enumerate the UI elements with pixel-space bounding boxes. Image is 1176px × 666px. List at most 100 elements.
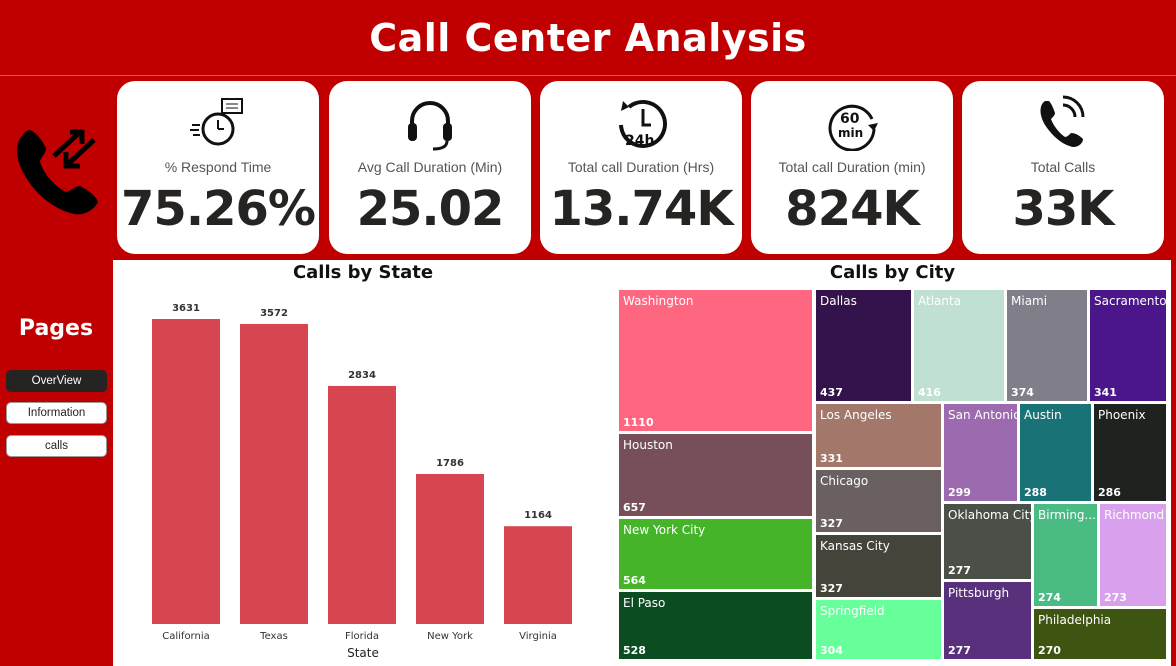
tile-value: 374: [1011, 386, 1034, 399]
kpi-card-total-duration-hrs: 24h Total call Duration (Hrs) 13.74K: [540, 81, 742, 254]
x-tick-label: Virginia: [519, 631, 557, 642]
x-tick-label: Florida: [345, 631, 379, 642]
headset-icon: [408, 101, 452, 151]
tile-value: 273: [1104, 591, 1127, 604]
tile-label: Atlanta: [918, 294, 962, 308]
bar-data-label: 1164: [524, 510, 552, 521]
kpi-label: Total Calls: [1030, 159, 1096, 175]
bar-texas[interactable]: [240, 323, 308, 624]
treemap-tile-austin[interactable]: Austin 288: [1019, 403, 1092, 502]
tile-value: 277: [948, 564, 971, 577]
pages-title: Pages: [18, 316, 94, 341]
nav-calls-button[interactable]: calls: [6, 435, 107, 457]
treemap-tile-dallas[interactable]: Dallas 437: [815, 289, 912, 402]
24h-clock-icon: 24h: [619, 99, 667, 149]
kpi-card-respond-time: % Respond Time 75.26%: [117, 81, 319, 254]
treemap-tile-sacramento[interactable]: Sacramento 341: [1089, 289, 1167, 402]
kpi-label: Total call Duration (Hrs): [567, 159, 715, 175]
kpi-label: Avg Call Duration (Min): [357, 159, 503, 175]
svg-text:min: min: [838, 126, 863, 140]
tile-label: Richmond: [1104, 508, 1165, 522]
bar-chart-title: Calls by State: [292, 262, 434, 283]
bar-data-label: 1786: [436, 458, 464, 469]
tile-value: 304: [820, 644, 843, 657]
treemap-tile-miami[interactable]: Miami 374: [1006, 289, 1088, 402]
tile-value: 288: [1024, 486, 1047, 499]
tile-label: Phoenix: [1098, 408, 1146, 422]
svg-text:60: 60: [840, 111, 860, 127]
tile-value: 564: [623, 574, 646, 587]
tile-value: 657: [623, 501, 646, 514]
page-title: Call Center Analysis: [369, 15, 807, 60]
treemap-tile-kansas-city[interactable]: Kansas City 327: [815, 534, 942, 598]
tile-label: Los Angeles: [820, 408, 892, 422]
tile-label: San Antonio: [948, 408, 1018, 422]
stopwatch-icon: [190, 98, 243, 146]
tile-value: 1110: [623, 416, 654, 429]
bar-data-label: 2834: [348, 370, 376, 381]
x-axis-label: State: [347, 646, 379, 660]
kpi-label: % Respond Time: [164, 159, 272, 175]
tile-label: Philadelphia: [1038, 613, 1112, 627]
kpi-value: 13.74K: [549, 181, 733, 237]
treemap-tile-los-angeles[interactable]: Los Angeles 331: [815, 403, 942, 468]
header: Call Center Analysis: [0, 0, 1176, 76]
tile-label: Springfield: [820, 604, 885, 618]
treemap-tile-washington[interactable]: Washington 1110: [618, 289, 813, 432]
treemap-tile-philadelphia[interactable]: Philadelphia 270: [1033, 608, 1167, 660]
tile-value: 274: [1038, 591, 1061, 604]
tile-label: Kansas City: [820, 539, 890, 553]
treemap-tile-phoenix[interactable]: Phoenix 286: [1093, 403, 1167, 502]
phone-ringing-icon: [1040, 95, 1085, 147]
treemap-tile-houston[interactable]: Houston 657: [618, 433, 813, 517]
tile-value: 277: [948, 644, 971, 657]
tile-label: Miami: [1011, 294, 1048, 308]
treemap-tile-el-paso[interactable]: El Paso 528: [618, 591, 813, 660]
tile-value: 270: [1038, 644, 1061, 657]
kpi-value: 33K: [1012, 181, 1115, 237]
treemap-title: Calls by City: [829, 262, 956, 283]
tile-value: 327: [820, 517, 843, 530]
bar-virginia[interactable]: [504, 526, 572, 624]
tile-value: 299: [948, 486, 971, 499]
treemap-tile-oklahoma-city[interactable]: Oklahoma City 277: [943, 503, 1032, 580]
treemap-tile-san-antonio[interactable]: San Antonio 299: [943, 403, 1018, 502]
tile-label: New York City: [623, 523, 706, 537]
nav-overview-button[interactable]: OverView: [6, 370, 107, 392]
tile-value: 331: [820, 452, 843, 465]
sidebar: Pages OverView Information calls: [0, 76, 112, 666]
kpi-value: 25.02: [356, 181, 505, 237]
kpi-value: 824K: [785, 181, 919, 237]
bar-new-york[interactable]: [416, 473, 484, 624]
x-tick-label: New York: [427, 631, 473, 642]
kpi-card-total-calls: Total Calls 33K: [962, 81, 1164, 254]
tile-label: Sacramento: [1094, 294, 1167, 308]
tile-label: Austin: [1024, 408, 1062, 422]
tile-label: Oklahoma City: [948, 508, 1032, 522]
tile-value: 327: [820, 582, 843, 595]
tile-label: Pittsburgh: [948, 586, 1010, 600]
tile-value: 528: [623, 644, 646, 657]
treemap-tile-birming-[interactable]: Birming... 274: [1033, 503, 1098, 607]
bar-california[interactable]: [152, 319, 220, 624]
treemap-tile-richmond[interactable]: Richmond 273: [1099, 503, 1167, 607]
bar-data-label: 3572: [260, 308, 288, 319]
phone-incoming-outgoing-icon: [17, 129, 98, 215]
tile-label: Chicago: [820, 474, 869, 488]
treemap-tile-chicago[interactable]: Chicago 327: [815, 469, 942, 533]
calls-by-state-chart: 3631 California 3572 Texas 2834 Florida 1786 Ne…: [152, 303, 572, 660]
tile-label: Birming...: [1038, 508, 1096, 522]
svg-text:24h: 24h: [625, 133, 654, 149]
treemap-tile-pittsburgh[interactable]: Pittsburgh 277: [943, 581, 1032, 660]
treemap-tile-atlanta[interactable]: Atlanta 416: [913, 289, 1005, 402]
treemap-tile-new-york-city[interactable]: New York City 564: [618, 518, 813, 590]
nav-information-button[interactable]: Information: [6, 402, 107, 424]
tile-value: 416: [918, 386, 941, 399]
tile-value: 437: [820, 386, 843, 399]
tile-label: Dallas: [820, 294, 857, 308]
treemap-tile-springfield[interactable]: Springfield 304: [815, 599, 942, 660]
tile-value: 286: [1098, 486, 1121, 499]
kpi-card-total-duration-min: 60 min Total call Duration (min) 824K: [751, 81, 953, 254]
kpi-value: 75.26%: [121, 181, 316, 237]
bar-florida[interactable]: [328, 385, 396, 624]
